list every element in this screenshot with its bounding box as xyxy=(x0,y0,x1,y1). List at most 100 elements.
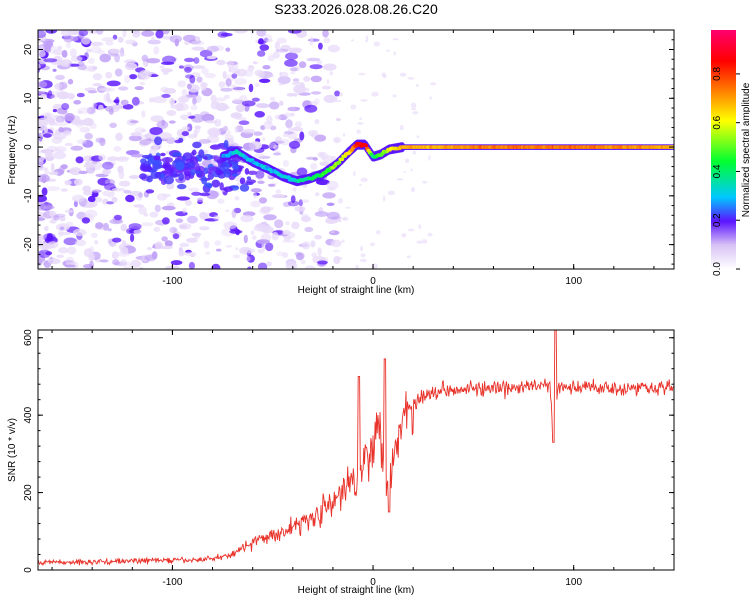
heatmap-cell xyxy=(191,65,206,69)
heatmap-cell xyxy=(314,192,320,197)
heatmap-cell xyxy=(294,251,302,256)
heatmap-cell xyxy=(41,187,48,196)
heatmap-cell xyxy=(77,110,83,114)
heatmap-cell xyxy=(275,189,282,194)
heatmap-cell xyxy=(176,183,187,190)
heatmap-cell xyxy=(179,65,184,69)
heatmap-cell xyxy=(244,168,250,175)
heatmap-cell xyxy=(322,192,336,199)
heatmap-cell xyxy=(373,41,380,47)
heatmap-cell xyxy=(233,30,248,34)
x-tick-label: 100 xyxy=(565,577,582,588)
heatmap-cell xyxy=(141,154,152,159)
heatmap-cell xyxy=(84,132,93,140)
heatmap-cell xyxy=(291,126,304,132)
heatmap-cell xyxy=(90,46,102,54)
heatmap-cell xyxy=(65,41,72,49)
heatmap-cell xyxy=(102,170,109,175)
heatmap-cell xyxy=(85,160,91,169)
heatmap-cell xyxy=(381,72,387,77)
heatmap-cell xyxy=(235,104,246,113)
heatmap-cell xyxy=(105,40,114,46)
heatmap-cell xyxy=(199,226,210,231)
heatmap-cell xyxy=(38,50,46,58)
heatmap-cell xyxy=(204,72,216,79)
heatmap-cell xyxy=(161,93,171,98)
heatmap-cell xyxy=(98,154,107,161)
heatmap-cell xyxy=(133,229,142,235)
heatmap-cell xyxy=(141,54,149,62)
heatmap-cell xyxy=(200,82,207,91)
heatmap-cell xyxy=(421,239,428,244)
heatmap-cell xyxy=(323,94,338,103)
heatmap-cell xyxy=(120,223,128,232)
heatmap-cell xyxy=(258,197,268,204)
heatmap-cell xyxy=(178,95,190,103)
heatmap-cell xyxy=(199,49,213,58)
heatmap-cell xyxy=(121,240,127,247)
heatmap-cell xyxy=(39,61,46,65)
colorbar-tick-label: 0.6 xyxy=(712,115,723,129)
heatmap-cell xyxy=(360,253,366,258)
heatmap-cell xyxy=(284,59,298,67)
heatmap-cell xyxy=(106,80,121,87)
heatmap-cell xyxy=(309,64,323,70)
heatmap-cell xyxy=(274,114,282,120)
heatmap-cell xyxy=(130,132,142,137)
snr-y-label: SNR (10 * v/v) xyxy=(7,418,18,482)
heatmap-cell xyxy=(56,254,64,259)
heatmap-cell xyxy=(267,183,276,187)
heatmap-cell xyxy=(196,76,203,83)
heatmap-cell xyxy=(90,41,104,47)
heatmap-cell xyxy=(172,233,180,240)
heatmap-cell xyxy=(312,157,318,161)
heatmap-cell xyxy=(175,218,184,223)
heatmap-cell xyxy=(416,240,423,244)
heatmap-cell xyxy=(161,157,173,163)
heatmap-cell xyxy=(262,65,271,70)
heatmap-cell xyxy=(38,63,41,69)
heatmap-cell xyxy=(147,39,161,45)
heatmap-cell xyxy=(161,205,176,211)
heatmap-cell xyxy=(292,78,300,82)
heatmap-cell xyxy=(323,37,331,43)
heatmap-cell xyxy=(304,104,318,113)
heatmap-cell xyxy=(138,192,143,198)
heatmap-cell xyxy=(107,238,113,244)
heatmap-cell xyxy=(52,68,57,72)
heatmap-cell xyxy=(396,178,404,181)
heatmap-cell xyxy=(55,116,65,123)
heatmap-cell xyxy=(314,234,322,240)
heatmap-cell xyxy=(290,72,296,75)
heatmap-cell xyxy=(102,190,112,197)
heatmap-cell xyxy=(411,107,417,111)
heatmap-cell xyxy=(296,167,308,176)
heatmap-cell xyxy=(276,251,284,257)
heatmap-cell xyxy=(146,247,153,251)
heatmap-cell xyxy=(116,251,130,257)
heatmap-cell xyxy=(114,68,123,77)
heatmap-cell xyxy=(230,84,238,88)
heatmap-cell xyxy=(88,57,95,64)
heatmap-cell xyxy=(78,30,89,37)
heatmap-cell xyxy=(280,138,290,146)
heatmap-cell xyxy=(345,206,352,209)
heatmap-cell xyxy=(412,111,419,115)
heatmap-cell xyxy=(46,186,60,192)
heatmap-cell xyxy=(353,171,356,177)
heatmap-cell xyxy=(122,30,127,38)
heatmap-cell xyxy=(90,232,98,239)
heatmap-cell xyxy=(86,48,92,53)
heatmap-cell xyxy=(298,61,307,69)
heatmap-cell xyxy=(231,173,239,177)
heatmap-cell xyxy=(71,194,85,203)
heatmap-cell xyxy=(215,169,223,176)
heatmap-cell xyxy=(247,170,258,175)
heatmap-cell xyxy=(53,49,64,56)
heatmap-cell xyxy=(274,219,284,229)
heatmap-cell xyxy=(288,140,301,149)
heatmap-cell xyxy=(187,112,192,116)
heatmap-cell xyxy=(326,211,340,220)
heatmap-cell xyxy=(188,115,196,119)
